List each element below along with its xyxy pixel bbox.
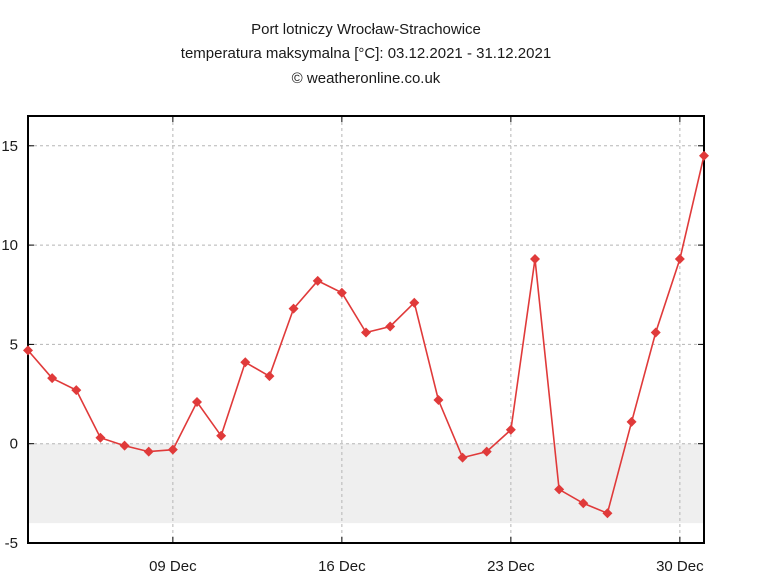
y-tick-label: 5	[10, 336, 18, 353]
data-point-marker	[530, 253, 540, 264]
chart-title: Port lotniczy Wrocław-Strachowice	[251, 21, 481, 38]
data-point-marker	[216, 430, 227, 441]
data-point-marker	[23, 345, 33, 356]
y-tick-label: 10	[1, 237, 18, 254]
below-zero-shading	[28, 443, 704, 524]
chart-subtitle: temperatura maksymalna [°C]: 03.12.2021 …	[181, 45, 551, 62]
y-tick-label: 0	[10, 436, 18, 453]
data-point-marker	[47, 373, 58, 384]
chart-credit: © weatheronline.co.uk	[292, 70, 441, 87]
plot-frame	[27, 115, 705, 544]
data-point-marker	[481, 446, 492, 457]
x-tick-label: 23 Dec	[487, 558, 535, 572]
data-point-marker	[119, 440, 130, 451]
data-point-marker	[554, 484, 565, 495]
data-point-marker	[361, 327, 371, 338]
data-point-marker	[336, 287, 347, 298]
data-point-marker	[167, 444, 178, 455]
data-point-marker	[699, 150, 709, 161]
data-point-marker	[457, 452, 468, 463]
data-point-marker	[409, 297, 420, 308]
data-point-marker	[143, 446, 154, 457]
data-point-marker	[264, 371, 275, 382]
y-tick-label: 15	[1, 138, 18, 155]
data-point-marker	[674, 253, 685, 264]
data-point-marker	[288, 303, 299, 314]
data-point-marker	[385, 321, 396, 332]
x-tick-label: 16 Dec	[318, 558, 366, 572]
data-point-marker	[626, 416, 637, 427]
data-point-marker	[650, 327, 661, 338]
data-point-marker	[95, 432, 106, 443]
data-point-marker	[578, 498, 589, 509]
x-tick-label: 09 Dec	[149, 558, 197, 572]
x-tick-label: 30 Dec	[656, 558, 704, 572]
data-point-marker	[71, 385, 82, 396]
data-point-marker	[312, 275, 323, 286]
y-tick-label: -5	[5, 535, 18, 552]
data-point-marker	[505, 424, 516, 435]
data-point-marker	[240, 357, 251, 368]
data-point-marker	[433, 395, 444, 406]
data-point-marker	[192, 396, 202, 407]
data-point-marker	[602, 508, 613, 519]
plot-area: 15 10 5 0 -5 09 Dec 16 Dec 23 Dec 30 Dec	[1, 115, 709, 572]
